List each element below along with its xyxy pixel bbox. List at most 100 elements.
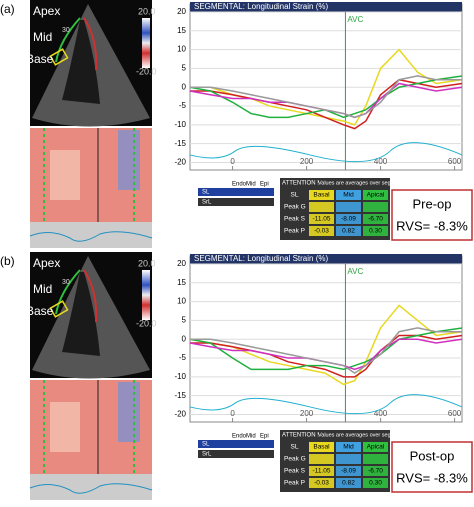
table-header: Apical [367,192,385,199]
table-header: Basal [313,192,330,199]
mmode-ecg [29,483,153,494]
strain-curve [189,327,463,371]
y-tick-label: 10 [177,45,186,54]
scale-min: -20.0 [136,318,157,328]
table-header-cell [363,442,388,452]
y-tick-label: -10 [174,120,186,129]
table-header-cell [309,190,334,200]
x-tick-label: 200 [300,157,314,166]
table-value: -11.05 [313,216,331,223]
x-tick-label: 600 [448,409,462,418]
annotation: RVS= -8.3% [396,470,468,485]
y-tick-label: 15 [177,278,186,287]
table-cell [309,478,334,488]
table-value: -0.03 [314,480,329,487]
y-tick-label: 20 [177,7,186,16]
table-note: Values are averages over segments ! [318,432,409,438]
depth-label: 30 [62,27,70,34]
legend-layer: Mid [246,182,256,188]
title-bar [190,2,462,12]
segment-label: Base [26,52,54,66]
table-header-cell [336,442,361,452]
y-tick-label: -20 [174,410,186,419]
table-header-cell [309,442,334,452]
strain-curve [190,75,462,119]
legend-layer: Epi [260,434,269,440]
legend-layer: Endo [232,434,247,440]
echo-roi [49,300,69,318]
chart-title: SEGMENTAL: Longitudinal Strain (%) [194,254,328,263]
table-cell [336,202,361,212]
table-value: 0.82 [342,228,355,235]
chart-title: SEGMENTAL: Longitudinal Strain (%) [194,2,328,11]
table-attention: ATTENTION ! [282,181,319,187]
x-tick-label: 400 [374,157,388,166]
table-cell [363,214,388,224]
legend-layer: Mid [246,434,256,440]
y-tick-label: -10 [174,372,186,381]
title-bar [190,254,462,264]
color-scale [142,18,150,68]
y-tick-label: 0 [182,82,187,91]
scale-max: 20.0 [138,258,156,268]
panel-label: (a) [0,2,15,16]
mmode-ecg [29,231,153,242]
y-tick-label: -5 [179,353,187,362]
legend-sl [198,440,274,448]
mmode [30,222,152,248]
table-value: 0.82 [342,480,355,487]
table-header: SL [291,192,299,199]
table-header: Apical [367,444,385,451]
color-scale [142,270,150,320]
avc-label: AVC [347,15,363,24]
annotation: Pre-op [412,196,451,211]
legend-layer: Endo [232,182,247,188]
echo-roi [49,48,69,66]
segment-label: Apex [33,4,60,18]
legend-srl-label: SrL [202,452,212,458]
y-tick-label: 20 [177,259,186,268]
strain-light [50,402,80,452]
legend-sl-label: SL [202,190,210,196]
row-label: Peak S [284,468,306,475]
table-value: -6.70 [368,216,383,223]
table-note: Values are averages over segments ! [318,180,409,186]
annotation: RVS= -8.3% [396,218,468,233]
scale-min: -20.0 [136,66,157,76]
echo-trace [55,269,81,315]
legend-srl [198,450,274,458]
y-tick-label: 15 [177,26,186,35]
segment-label: Apex [33,256,60,270]
table-value: -8.09 [341,468,356,475]
x-tick-label: 200 [300,409,314,418]
echo-cavity [62,272,100,356]
table-cell [363,478,388,488]
segment-label: Mid [33,30,52,44]
table-cell [336,226,361,236]
table-header-cell [363,190,388,200]
row-label: Peak P [284,480,305,487]
panel-label: (b) [0,254,15,268]
ecg-trace [189,142,463,163]
table-cell [363,466,388,476]
legend-layer: Epi [260,182,269,188]
echo-trace [83,17,98,71]
annotation-box [391,189,473,241]
strain-light [50,150,80,200]
avc-label: AVC [347,267,363,276]
x-tick-label: 0 [230,157,235,166]
y-tick-label: 0 [182,334,187,343]
x-tick-label: 600 [448,157,462,166]
annotation-box [391,441,473,493]
echo-trace [55,17,81,63]
table-value: 0.30 [369,480,382,487]
strain-blue [118,382,140,442]
legend-srl-label: SrL [202,200,212,206]
table-header: Basal [313,444,330,451]
strain-curve [190,334,463,378]
table-value: -6.70 [368,468,383,475]
table-cell [309,454,334,464]
table-cell [336,454,361,464]
table-cell [336,478,361,488]
